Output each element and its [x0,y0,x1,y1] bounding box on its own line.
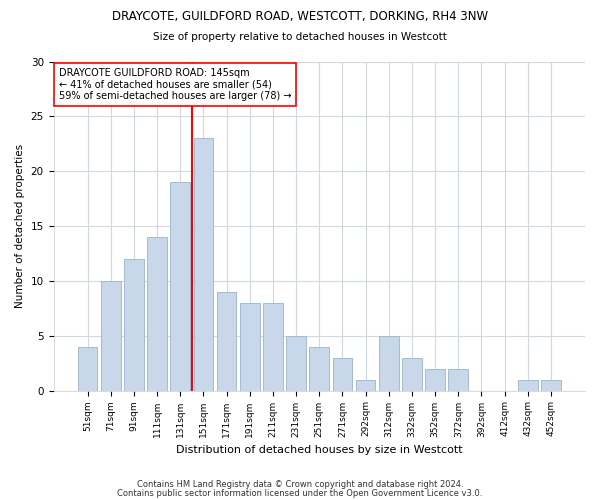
Bar [332,358,352,390]
Bar [518,380,538,390]
Bar [240,303,260,390]
Bar [170,182,190,390]
Bar [425,368,445,390]
Bar [286,336,306,390]
Text: DRAYCOTE, GUILDFORD ROAD, WESTCOTT, DORKING, RH4 3NW: DRAYCOTE, GUILDFORD ROAD, WESTCOTT, DORK… [112,10,488,23]
X-axis label: Distribution of detached houses by size in Westcott: Distribution of detached houses by size … [176,445,463,455]
Text: DRAYCOTE GUILDFORD ROAD: 145sqm
← 41% of detached houses are smaller (54)
59% of: DRAYCOTE GUILDFORD ROAD: 145sqm ← 41% of… [59,68,292,102]
Bar [379,336,398,390]
Bar [147,237,167,390]
Text: Size of property relative to detached houses in Westcott: Size of property relative to detached ho… [153,32,447,42]
Bar [217,292,236,390]
Bar [448,368,468,390]
Bar [263,303,283,390]
Bar [194,138,213,390]
Bar [77,346,97,391]
Bar [310,346,329,391]
Bar [402,358,422,390]
Bar [124,259,144,390]
Y-axis label: Number of detached properties: Number of detached properties [15,144,25,308]
Bar [356,380,376,390]
Bar [541,380,561,390]
Bar [101,281,121,390]
Text: Contains HM Land Registry data © Crown copyright and database right 2024.: Contains HM Land Registry data © Crown c… [137,480,463,489]
Text: Contains public sector information licensed under the Open Government Licence v3: Contains public sector information licen… [118,489,482,498]
